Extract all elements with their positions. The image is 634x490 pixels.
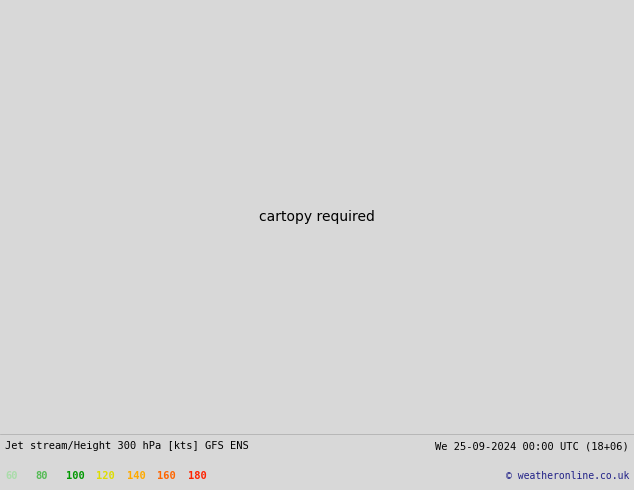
Text: 160: 160 [157, 471, 176, 481]
Text: 120: 120 [96, 471, 115, 481]
Text: 140: 140 [127, 471, 146, 481]
Text: Jet stream/Height 300 hPa [kts] GFS ENS: Jet stream/Height 300 hPa [kts] GFS ENS [5, 441, 249, 451]
Text: 60: 60 [5, 471, 18, 481]
Text: © weatheronline.co.uk: © weatheronline.co.uk [505, 471, 629, 481]
Text: 80: 80 [36, 471, 48, 481]
Text: cartopy required: cartopy required [259, 210, 375, 224]
Text: 180: 180 [188, 471, 207, 481]
Text: 100: 100 [66, 471, 85, 481]
Text: We 25-09-2024 00:00 UTC (18+06): We 25-09-2024 00:00 UTC (18+06) [435, 441, 629, 451]
